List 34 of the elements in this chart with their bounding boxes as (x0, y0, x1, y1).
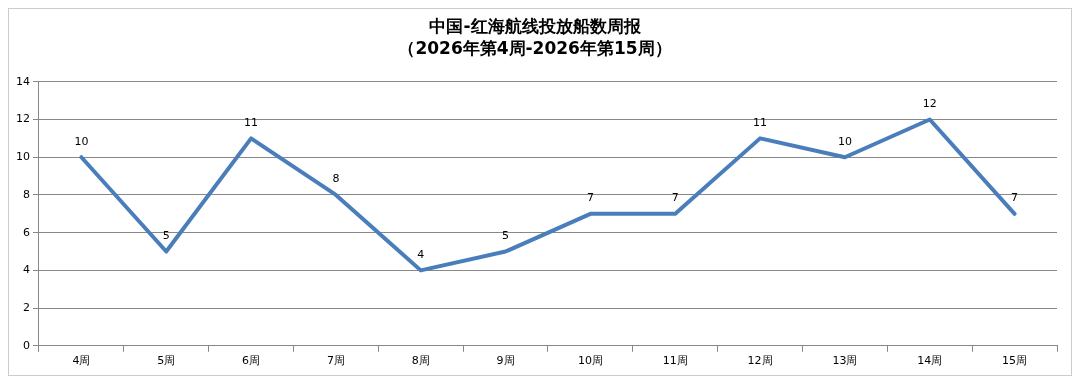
chart-subtitle: （2026年第4周-2026年第15周） (398, 38, 672, 59)
data-label: 10 (837, 134, 852, 148)
x-tick-label: 9周 (496, 354, 515, 368)
data-label: 12 (922, 96, 937, 110)
y-tick-label: 10 (16, 150, 30, 164)
x-tick-label: 5周 (157, 354, 176, 368)
x-tick-label: 10周 (577, 354, 603, 368)
x-tick-label: 4周 (72, 354, 91, 368)
data-label: 7 (586, 191, 594, 205)
x-tick-label: 7周 (326, 354, 345, 368)
x-tick-label: 12周 (747, 354, 773, 368)
y-tick-label: 4 (23, 263, 30, 277)
x-tick-label: 15周 (1002, 354, 1028, 368)
data-label: 8 (332, 172, 340, 186)
y-tick-label: 12 (16, 112, 30, 126)
data-label: 7 (1011, 191, 1019, 205)
x-tick-label: 14周 (917, 354, 943, 368)
data-label: 7 (671, 191, 679, 205)
chart-title: 中国-红海航线投放船数周报 (429, 15, 642, 36)
y-tick-label: 2 (23, 300, 30, 314)
x-tick-label: 13周 (832, 354, 858, 368)
x-tick-label: 8周 (411, 354, 430, 368)
data-label: 5 (502, 228, 510, 242)
y-tick-label: 6 (23, 225, 30, 239)
data-label: 4 (417, 247, 425, 261)
data-label: 5 (162, 228, 170, 242)
data-label: 10 (74, 134, 89, 148)
data-label: 11 (244, 115, 259, 129)
y-tick-label: 14 (16, 74, 30, 88)
y-tick-label: 8 (23, 187, 30, 201)
x-tick-label: 11周 (662, 354, 688, 368)
x-tick-label: 6周 (242, 354, 261, 368)
y-tick-label: 0 (23, 338, 30, 352)
data-label: 11 (753, 115, 768, 129)
